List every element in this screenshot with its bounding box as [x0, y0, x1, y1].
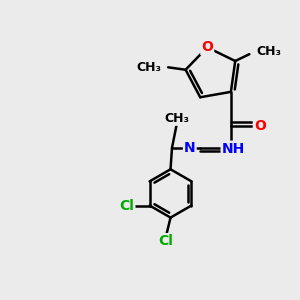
Text: N: N — [184, 141, 196, 155]
Text: CH₃: CH₃ — [164, 112, 189, 125]
Text: CH₃: CH₃ — [136, 61, 162, 74]
Text: NH: NH — [222, 142, 245, 156]
Text: Cl: Cl — [159, 234, 174, 248]
Text: O: O — [201, 40, 213, 54]
Text: CH₃: CH₃ — [256, 45, 281, 58]
Text: Cl: Cl — [119, 199, 134, 212]
Text: O: O — [254, 119, 266, 133]
